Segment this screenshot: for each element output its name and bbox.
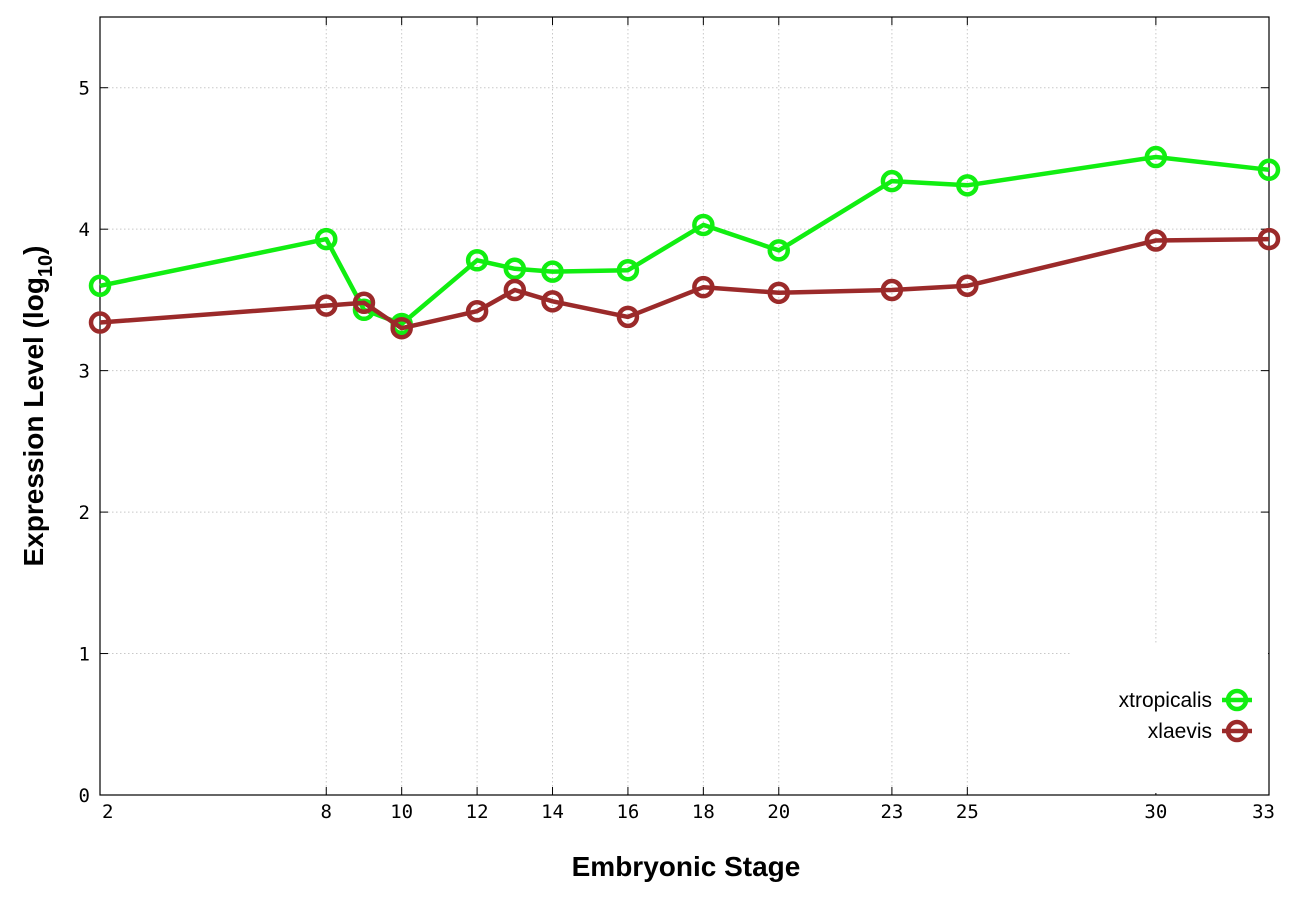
y-tick-label-2: 2 (79, 502, 90, 524)
data-point-xlaevis-18 (692, 275, 715, 299)
data-point-xlaevis-20 (767, 281, 791, 305)
data-point-xlaevis-8 (315, 294, 338, 317)
y-tick-label-0: 0 (79, 785, 90, 807)
data-point-xtropicalis-30 (1144, 145, 1168, 169)
series-layer (88, 145, 1281, 340)
y-tick-label-3: 3 (79, 361, 90, 383)
data-point-xtropicalis-16 (616, 258, 640, 282)
x-tick-label-2: 2 (102, 801, 113, 823)
y-tick-label-1: 1 (79, 644, 90, 666)
legend-label-xlaevis: xlaevis (1148, 720, 1212, 743)
y-axis-title: Expression Level (log10) (18, 246, 57, 567)
legend: xtropicalis xlaevis (1070, 643, 1268, 793)
series-xlaevis (88, 227, 1281, 340)
data-point-xtropicalis-18 (692, 213, 715, 237)
data-point-xtropicalis-14 (541, 260, 564, 283)
legend-marker-xlaevis (1225, 719, 1249, 743)
series-line-xlaevis (99, 236, 1270, 331)
y-axis-title-main: Expression Level (log (18, 277, 49, 566)
x-tick-label-25: 25 (956, 801, 979, 823)
data-point-xtropicalis-25 (956, 174, 979, 197)
y-axis-title-subscript: 10 (35, 255, 57, 277)
data-point-xlaevis-25 (956, 274, 979, 298)
x-tick-label-14: 14 (541, 801, 564, 823)
data-point-xlaevis-30 (1144, 229, 1168, 252)
data-point-xlaevis-14 (541, 290, 564, 313)
data-point-xlaevis-2 (88, 311, 112, 334)
legend-label-xtropicalis: xtropicalis (1119, 689, 1212, 712)
x-tick-label-16: 16 (616, 801, 639, 823)
x-tick-label-20: 20 (767, 801, 790, 823)
data-point-xlaevis-23 (880, 278, 904, 302)
x-tick-label-10: 10 (390, 801, 413, 823)
y-tick-label-4: 4 (79, 219, 90, 241)
x-tick-label-12: 12 (466, 801, 489, 823)
data-point-xlaevis-10 (390, 316, 413, 340)
y-tick-label-5: 5 (79, 78, 90, 100)
data-point-xtropicalis-2 (88, 274, 112, 298)
data-point-xtropicalis-20 (767, 239, 791, 262)
data-point-xlaevis-16 (616, 305, 640, 329)
y-axis-title-suffix: ) (18, 246, 49, 255)
data-point-xtropicalis-23 (880, 169, 904, 193)
data-point-xtropicalis-33 (1257, 158, 1281, 182)
series-xtropicalis (88, 145, 1281, 336)
plot-frame (99, 16, 1270, 796)
data-point-xtropicalis-13 (503, 257, 527, 281)
series-line-xtropicalis (99, 154, 1270, 327)
data-point-xtropicalis-8 (315, 227, 338, 251)
data-point-xlaevis-33 (1257, 227, 1281, 251)
legend-marker-xtropicalis (1225, 688, 1249, 712)
legend-background (1070, 643, 1268, 793)
data-point-xlaevis-12 (465, 299, 489, 323)
x-tick-label-30: 30 (1144, 801, 1167, 823)
data-point-xtropicalis-12 (465, 249, 489, 272)
x-tick-label-8: 8 (321, 801, 332, 823)
x-tick-label-33: 33 (1252, 801, 1275, 823)
x-axis-title: Embryonic Stage (572, 851, 801, 882)
x-tick-label-18: 18 (692, 801, 715, 823)
grid-lines (100, 17, 1269, 795)
data-point-xlaevis-13 (503, 278, 527, 302)
x-tick-label-23: 23 (880, 801, 903, 823)
data-point-xlaevis-9 (352, 291, 376, 314)
